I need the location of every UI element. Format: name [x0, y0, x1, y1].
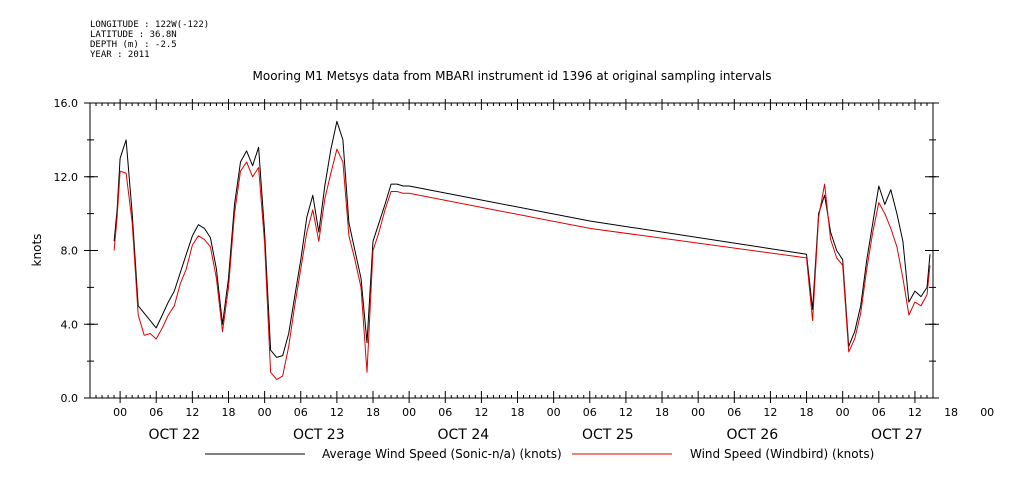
x-tick-label: 18	[655, 406, 669, 419]
y-tick-label: 0.0	[61, 392, 79, 405]
plot-frame	[89, 102, 934, 399]
series-group	[113, 120, 931, 381]
x-tick-label: 12	[185, 406, 199, 419]
x-tick-label: 00	[547, 406, 561, 419]
x-tick-label: 06	[583, 406, 597, 419]
y-axis-label: knots	[30, 234, 44, 267]
x-day-label: OCT 27	[871, 427, 923, 443]
legend-label-0: Average Wind Speed (Sonic-n/a) (knots)	[322, 447, 562, 461]
x-day-label: OCT 23	[293, 427, 345, 443]
series-line-0	[113, 120, 931, 358]
x-tick-label: 00	[402, 406, 416, 419]
x-tick-label: 00	[836, 406, 850, 419]
x-tick-label: 12	[619, 406, 633, 419]
x-tick-label: 12	[474, 406, 488, 419]
x-day-label: OCT 25	[582, 427, 634, 443]
x-tick-label: 18	[944, 406, 958, 419]
x-day-label: OCT 22	[148, 427, 200, 443]
metadata-block: LONGITUDE : 122W(-122) LATITUDE : 36.8N …	[90, 20, 209, 60]
x-tick-label: 18	[221, 406, 235, 419]
y-tick-label: 8.0	[61, 245, 79, 258]
x-tick-label: 18	[511, 406, 525, 419]
y-tick-label: 12.0	[54, 171, 79, 184]
x-tick-label: 06	[294, 406, 308, 419]
x-tick-label: 12	[330, 406, 344, 419]
chart-title: Mooring M1 Metsys data from MBARI instru…	[253, 69, 772, 83]
x-tick-label: 06	[872, 406, 886, 419]
legend: Average Wind Speed (Sonic-n/a) (knots) Wi…	[205, 447, 874, 461]
x-tick-label: 00	[113, 406, 127, 419]
x-tick-label: 00	[258, 406, 272, 419]
depth-label: DEPTH (m) : -2.5	[90, 40, 177, 50]
x-tick-label: 12	[763, 406, 777, 419]
longitude-label: LONGITUDE : 122W(-122)	[90, 20, 210, 30]
series-line-1	[113, 148, 931, 381]
x-tick-label: 00	[691, 406, 705, 419]
year-label: YEAR : 2011	[90, 50, 150, 60]
x-tick-label: 18	[800, 406, 814, 419]
y-tick-label: 4.0	[61, 318, 79, 331]
x-tick-label: 18	[366, 406, 380, 419]
x-axis: 00 06 12 18 00 06 12 18 00 06 12 18 00 06 12 18 00 06 12 18…	[95, 99, 994, 443]
legend-label-1: Wind Speed (Windbird) (knots)	[690, 447, 874, 461]
x-tick-label: 00	[980, 406, 994, 419]
y-axis: 0.0 4.0 8.0 12.0 16.0	[54, 97, 939, 405]
x-tick-label: 06	[727, 406, 741, 419]
x-tick-label: 06	[149, 406, 163, 419]
x-day-label: OCT 26	[727, 427, 779, 443]
latitude-label: LATITUDE : 36.8N	[90, 30, 177, 40]
x-tick-label: 06	[438, 406, 452, 419]
y-tick-label: 16.0	[54, 97, 79, 110]
x-day-label: OCT 24	[438, 427, 490, 443]
x-tick-label: 12	[908, 406, 922, 419]
